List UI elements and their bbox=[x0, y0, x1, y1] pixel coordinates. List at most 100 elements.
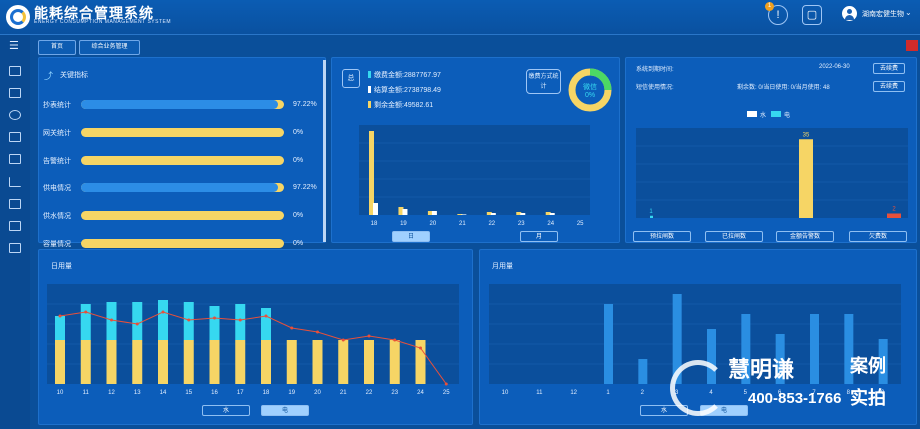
chart-bar bbox=[810, 314, 819, 384]
lock-icon[interactable]: ▢ bbox=[802, 5, 822, 25]
kpi-progress-bar bbox=[81, 156, 284, 165]
x-tick-label: 10 bbox=[502, 390, 509, 396]
close-icon[interactable] bbox=[906, 40, 918, 51]
watermark-logo-icon bbox=[670, 360, 726, 416]
notification-badge: 1 bbox=[765, 2, 774, 11]
avatar[interactable] bbox=[842, 6, 857, 21]
monthly-chart: 10 11 12 1 2 3 4 5 6 7 8 9 bbox=[489, 284, 901, 396]
x-tick-label: 23 bbox=[391, 390, 398, 396]
sidebar-item-download-icon[interactable] bbox=[9, 154, 21, 164]
data-label: 2 bbox=[892, 207, 896, 213]
payment-chart-svg: 18 19 20 21 22 23 24 25 bbox=[359, 131, 590, 227]
kpi-label: 容量情况 bbox=[43, 241, 71, 248]
tab-business[interactable]: 综合业务管理 bbox=[79, 40, 140, 55]
chart-bar bbox=[604, 304, 613, 384]
kpi-label: 供电情况 bbox=[43, 185, 71, 192]
notification-icon[interactable]: ! bbox=[768, 5, 788, 25]
sidebar-item-monitor-icon[interactable] bbox=[9, 132, 21, 142]
chart-bar bbox=[672, 294, 682, 384]
x-tick-label: 11 bbox=[83, 390, 90, 396]
chart-bar bbox=[650, 215, 653, 218]
kpi-progress-bar bbox=[81, 128, 284, 137]
trend-point bbox=[238, 318, 242, 322]
tab-day[interactable]: 日 bbox=[392, 231, 430, 242]
x-tick-label: 12 bbox=[570, 390, 577, 396]
status-chart-svg: 1 35 2 bbox=[636, 132, 908, 218]
x-tick-label: 24 bbox=[547, 221, 554, 227]
renew-button[interactable]: 去续费 bbox=[873, 63, 905, 74]
kpi-value: 97.22% bbox=[293, 101, 317, 108]
donut-label: 微信 bbox=[583, 82, 597, 91]
sidebar-item-image-icon[interactable] bbox=[9, 243, 21, 253]
renew-sms-button[interactable]: 去续费 bbox=[873, 81, 905, 92]
tab-arrears[interactable]: 欠费数 bbox=[849, 231, 907, 242]
kpi-label: 抄表统计 bbox=[43, 102, 71, 109]
x-tick-label: 25 bbox=[577, 221, 584, 227]
x-tick-label: 22 bbox=[488, 221, 495, 227]
sidebar-item-money-icon[interactable] bbox=[9, 110, 21, 120]
chart-bar-electric bbox=[183, 340, 194, 384]
chart-bar-water bbox=[80, 304, 91, 340]
chart-bar bbox=[887, 213, 901, 218]
legend-swatch bbox=[368, 101, 371, 108]
tab-month[interactable]: 月 bbox=[520, 231, 558, 242]
menu-icon[interactable]: ☰ bbox=[9, 40, 19, 52]
sidebar-item-report-icon[interactable] bbox=[9, 199, 21, 209]
kpi-value: 0% bbox=[293, 129, 304, 136]
x-tick-label: 25 bbox=[443, 390, 450, 396]
data-label: 35 bbox=[803, 132, 810, 138]
payment-remaining: 剩余金额:49582.61 bbox=[374, 102, 434, 109]
tab-home[interactable]: 首页 bbox=[38, 40, 76, 55]
tab-pre-cutoff[interactable]: 预拉闸数 bbox=[633, 231, 691, 242]
x-tick-label: 18 bbox=[371, 221, 378, 227]
x-tick-label: 12 bbox=[108, 390, 115, 396]
trend-point bbox=[290, 326, 294, 330]
kpi-value: 0% bbox=[293, 240, 304, 247]
tab-water[interactable]: 水 bbox=[202, 405, 250, 416]
kpi-progress-bar bbox=[81, 183, 284, 192]
total-tag: 总 bbox=[342, 69, 360, 88]
donut-segment bbox=[589, 68, 612, 91]
scrollbar[interactable] bbox=[323, 60, 326, 242]
user-name[interactable]: 湖南宏健生物 bbox=[862, 11, 904, 18]
chart-bar-electric bbox=[364, 340, 374, 384]
legend-water: 水 bbox=[760, 113, 767, 119]
tab-cutoff[interactable]: 已拉闸数 bbox=[705, 231, 763, 242]
daily-chart: 10 11 12 13 14 15 16 17 18 19 20 21 22 23 24 25 bbox=[47, 284, 459, 396]
x-tick-label: 6 bbox=[778, 390, 782, 396]
kpi-title: 关键指标 bbox=[60, 72, 88, 79]
x-tick-label: 8 bbox=[847, 390, 851, 396]
tab-electric[interactable]: 电 bbox=[261, 405, 309, 416]
sidebar-item-grid-icon[interactable] bbox=[9, 221, 21, 231]
chart-bar bbox=[373, 203, 378, 215]
legend-electric: 电 bbox=[784, 113, 791, 119]
sms-label: 短信使用情况: bbox=[636, 85, 674, 91]
chart-bar bbox=[461, 214, 467, 215]
chevron-down-icon[interactable]: ⌄ bbox=[905, 8, 912, 17]
x-tick-label: 18 bbox=[263, 390, 270, 396]
payment-panel: 总 缴费金额:2887767.97 结算金额:2738798.49 剩余金额:4… bbox=[331, 57, 620, 243]
chart-bar-electric bbox=[312, 340, 323, 384]
sidebar-item-dashboard-icon[interactable] bbox=[9, 66, 21, 76]
sidebar-item-folder-icon[interactable] bbox=[9, 88, 21, 98]
app-subtitle: ENERGY CONSUMPTION MANAGEMENT SYSTEM bbox=[34, 19, 171, 25]
sidebar-item-chart-icon[interactable] bbox=[9, 177, 21, 187]
tab-amount-alarm[interactable]: 金额告警数 bbox=[776, 231, 834, 242]
chart-bar-electric bbox=[209, 340, 220, 384]
chart-bar bbox=[775, 334, 785, 384]
chart-bar-water bbox=[261, 308, 271, 340]
watermark-tag1: 案例 bbox=[850, 356, 886, 376]
daily-title: 日用量 bbox=[51, 263, 72, 270]
chart-bar bbox=[369, 131, 374, 215]
kpi-label: 供水情况 bbox=[43, 213, 71, 220]
x-tick-label: 21 bbox=[340, 390, 347, 396]
kpi-panel: ⤴ 关键指标 抄表统计 97.22% 网关统计 0% 告警统计 0% 供电情况 97.… bbox=[38, 57, 326, 248]
x-tick-label: 19 bbox=[400, 221, 407, 227]
x-tick-label: 20 bbox=[430, 221, 437, 227]
kpi-label: 告警统计 bbox=[43, 158, 71, 165]
x-tick-label: 16 bbox=[211, 390, 218, 396]
watermark-phone: 400-853-1766 bbox=[748, 390, 842, 407]
x-tick-label: 23 bbox=[518, 221, 525, 227]
data-label: 1 bbox=[649, 209, 653, 215]
x-tick-label: 22 bbox=[366, 390, 373, 396]
